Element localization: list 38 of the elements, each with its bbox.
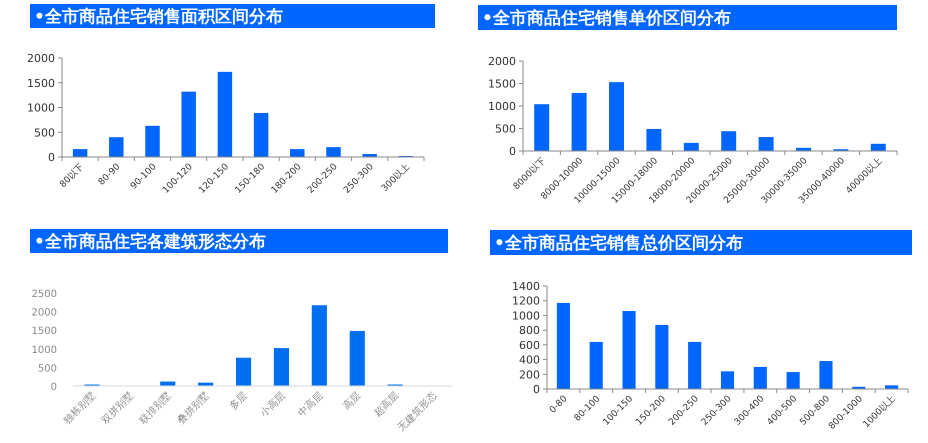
y-tick-label: 0 xyxy=(50,382,57,393)
y-tick-label: 1000 xyxy=(32,344,57,356)
y-tick-label: 500 xyxy=(38,363,57,374)
x-tick-label: 联排别墅 xyxy=(137,390,174,426)
y-tick-label: 0 xyxy=(509,145,516,158)
y-tick-label: 0 xyxy=(533,383,540,396)
y-tick-label: 2000 xyxy=(27,52,55,65)
y-tick-label: 1400 xyxy=(512,280,540,293)
y-tick-label: 1200 xyxy=(512,294,540,308)
x-tick-label: 双拼别墅 xyxy=(99,390,136,426)
y-tick-label: 500 xyxy=(495,122,516,136)
y-tick-label: 600 xyxy=(519,338,540,352)
y-tick-label: 1500 xyxy=(27,76,55,90)
y-tick-label: 1000 xyxy=(27,102,55,114)
y-tick-label: 1500 xyxy=(32,326,57,338)
y-tick-label: 0 xyxy=(48,151,55,164)
y-tick-label: 800 xyxy=(519,324,540,338)
y-tick-label: 1000 xyxy=(488,100,516,113)
x-tick-label: 中高层 xyxy=(296,390,326,420)
x-tick-label: 80以下 xyxy=(58,161,86,190)
x-tick-label: 超高层 xyxy=(372,390,402,420)
y-tick-label: 200 xyxy=(519,368,540,382)
y-tick-label: 1500 xyxy=(488,78,516,90)
chart-title: •全市商品住宅销售单价区间分布 xyxy=(482,8,731,28)
chart-title: •全市商品住宅销售总价区间分布 xyxy=(494,234,743,254)
chart-title: •全市商品住宅销售面积区间分布 xyxy=(34,7,283,27)
chart-title: •全市商品住宅各建筑形态分布 xyxy=(34,232,266,252)
x-tick-label: 叠拼别墅 xyxy=(175,390,212,426)
x-tick-label: 独栋别墅 xyxy=(61,390,98,426)
y-tick-label: 500 xyxy=(34,126,55,140)
y-tick-label: 2500 xyxy=(32,289,57,300)
y-tick-label: 2000 xyxy=(32,308,57,319)
y-tick-label: 2000 xyxy=(488,55,516,68)
x-tick-label: 小高层 xyxy=(258,390,288,420)
x-tick-label: 高层 xyxy=(340,390,364,412)
y-tick-label: 1000 xyxy=(512,309,540,322)
x-tick-label: 多层 xyxy=(227,390,250,412)
y-tick-label: 400 xyxy=(519,354,540,367)
